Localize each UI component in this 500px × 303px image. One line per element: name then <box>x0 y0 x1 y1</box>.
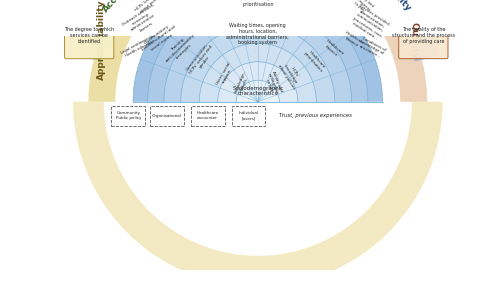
Text: Trust, previous experiences: Trust, previous experiences <box>279 113 352 118</box>
Text: Quality: Quality <box>410 22 418 59</box>
Text: Users' social
support: Users' social support <box>216 62 236 88</box>
Text: Outreach activities,
screening,
administrative
barriers: Outreach activities, screening, administ… <box>122 3 163 39</box>
FancyBboxPatch shape <box>191 106 224 126</box>
Polygon shape <box>218 62 298 102</box>
Polygon shape <box>75 0 198 62</box>
FancyBboxPatch shape <box>150 106 184 126</box>
Text: Awareness of
assistance...: Awareness of assistance... <box>338 0 360 2</box>
Polygon shape <box>73 102 442 287</box>
Text: Healthcare
finance: Healthcare finance <box>322 39 344 60</box>
FancyBboxPatch shape <box>232 106 266 126</box>
Text: Healthcare
encounter: Healthcare encounter <box>196 112 219 120</box>
Polygon shape <box>148 0 368 102</box>
Text: Services' provision
(what services to offer
and to whom) and
prioritisation: Services' provision (what services to of… <box>230 0 285 7</box>
Text: Healthcare
finance: Healthcare finance <box>342 31 365 50</box>
Text: Individual
[users]: Individual [users] <box>238 112 258 120</box>
Text: Acceptability: Acceptability <box>101 0 152 14</box>
FancyBboxPatch shape <box>64 12 114 59</box>
Text: Healthcare
prioritisation: Healthcare prioritisation <box>303 48 326 74</box>
Text: Approachability: Approachability <box>97 0 106 81</box>
Text: Services provided,
administration,
communication,
procedures, care,
medical care: Services provided, administration, commu… <box>348 4 391 42</box>
Polygon shape <box>236 80 280 102</box>
Text: Waiting times, opening
hours, location,
administrational barriers,
booking syste: Waiting times, opening hours, location, … <box>226 23 289 45</box>
Text: Community
Public policy: Community Public policy <box>116 112 141 120</box>
Text: Discriminatory
beliefs, cultural and
social norms: Discriminatory beliefs, cultural and soc… <box>139 22 179 56</box>
Text: Ability and
willingness
to pay: Ability and willingness to pay <box>350 0 374 15</box>
Text: Communication,
HCPs' values and
gender: Communication, HCPs' values and gender <box>185 42 217 77</box>
Text: Conditions of
knowledge of
assistance...: Conditions of knowledge of assistance... <box>357 36 386 60</box>
Text: The degree to which
services can be
identified: The degree to which services can be iden… <box>64 27 114 44</box>
Text: HCPs' knowledge
about policies: HCPs' knowledge about policies <box>134 0 166 16</box>
Text: Affordability: Affordability <box>364 0 414 13</box>
Text: The quality of the
structure and the process
of providing care: The quality of the structure and the pro… <box>392 27 455 44</box>
Text: HCPs'
knowledge
about policies: HCPs' knowledge about policies <box>277 59 303 90</box>
Text: Training,
anti-discriminatory
strategies: Training, anti-discriminatory strategies <box>162 30 200 66</box>
FancyBboxPatch shape <box>112 106 146 126</box>
Text: Knowledge,
beliefs: Knowledge, beliefs <box>234 71 251 96</box>
Polygon shape <box>164 8 352 102</box>
FancyBboxPatch shape <box>398 12 448 59</box>
Text: Legal entitlements,
Health education: Legal entitlements, Health education <box>120 34 158 59</box>
Text: Sociodemographic
characteristics: Sociodemographic characteristics <box>232 86 283 96</box>
Polygon shape <box>88 0 249 102</box>
Polygon shape <box>200 43 316 102</box>
Polygon shape <box>318 0 440 62</box>
Polygon shape <box>133 0 382 102</box>
Polygon shape <box>266 0 427 102</box>
Text: Organisational: Organisational <box>152 114 182 118</box>
Polygon shape <box>181 25 335 102</box>
Text: Ability and
willingness
to pay: Ability and willingness to pay <box>263 70 283 96</box>
